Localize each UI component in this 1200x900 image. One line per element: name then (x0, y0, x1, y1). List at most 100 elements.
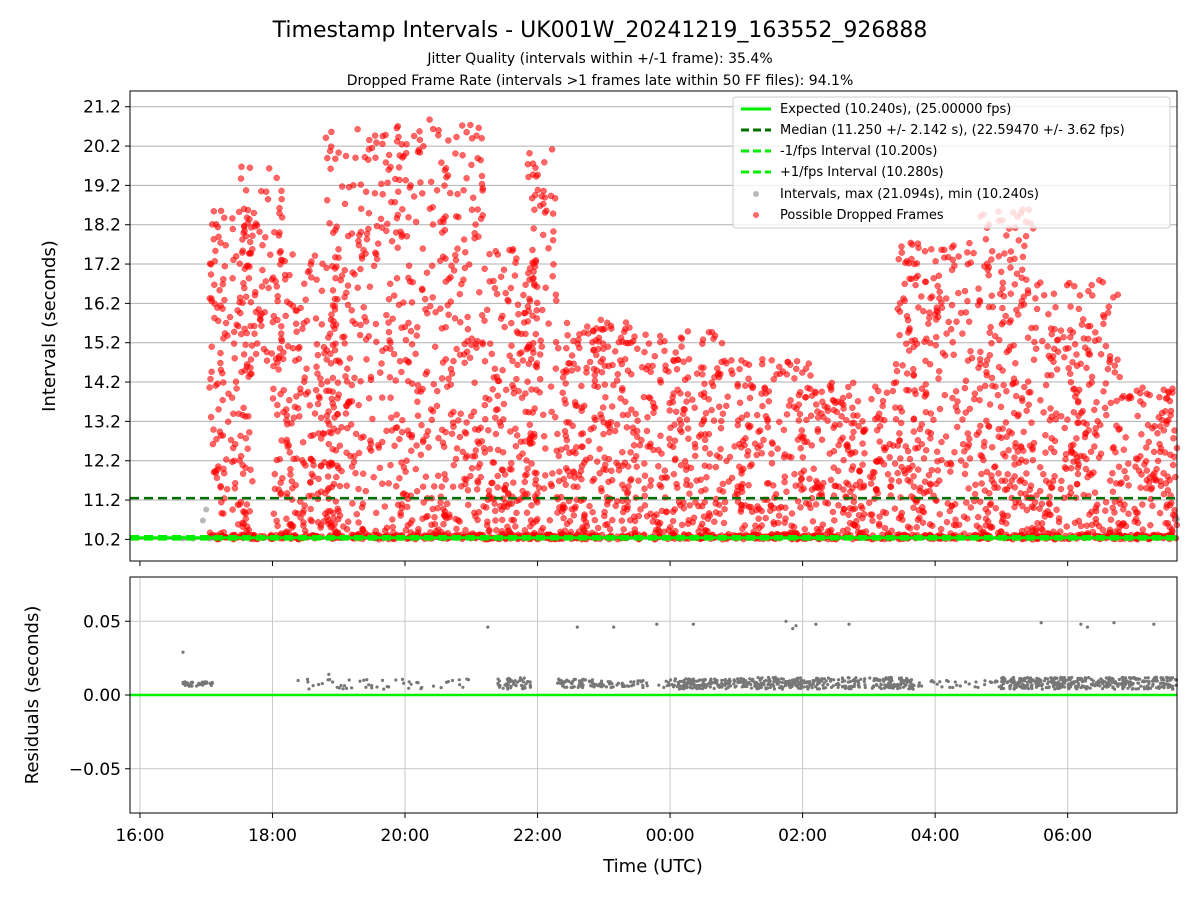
dropped-frame-point (635, 418, 641, 424)
dropped-frame-point (632, 518, 638, 524)
dropped-frame-point (1133, 516, 1139, 522)
dropped-frame-point (475, 478, 481, 484)
dropped-frame-point (253, 351, 259, 357)
dropped-frame-point (841, 457, 847, 463)
dropped-frame-point (420, 439, 426, 445)
dropped-frame-point (950, 257, 956, 263)
dropped-frame-point (769, 460, 775, 466)
residual-point (689, 682, 692, 685)
dropped-frame-point (1033, 346, 1039, 352)
dropped-frame-point (954, 424, 960, 430)
dropped-frame-point (1020, 448, 1026, 454)
dropped-frame-point (857, 479, 863, 485)
dropped-frame-point (1146, 480, 1152, 486)
dropped-frame-point (911, 373, 917, 379)
dropped-frame-point (828, 385, 834, 391)
dropped-frame-point (495, 406, 501, 412)
dropped-frame-point (581, 513, 587, 519)
dropped-frame-point (971, 250, 977, 256)
dropped-frame-point (418, 452, 424, 458)
residual-point (818, 687, 821, 690)
residual-point (382, 688, 385, 691)
dropped-frame-point (331, 481, 337, 487)
dropped-frame-point (949, 267, 955, 273)
dropped-frame-point (396, 164, 402, 170)
dropped-frame-point (405, 378, 411, 384)
dropped-frame-point (323, 388, 329, 394)
dropped-frame-point (623, 320, 629, 326)
dropped-frame-point (915, 305, 921, 311)
dropped-frame-point (503, 482, 509, 488)
residual-point (348, 678, 351, 681)
intervals-y-tick-label: 10.2 (83, 530, 121, 550)
dropped-frame-point (448, 274, 454, 280)
dropped-frame-point (967, 406, 973, 412)
dropped-frame-point (386, 167, 392, 173)
residual-point (627, 685, 630, 688)
legend-entry-plus-fps: +1/fps Interval (10.280s) (780, 165, 944, 180)
dropped-frame-point (454, 346, 460, 352)
dropped-frame-point (1033, 325, 1039, 331)
dropped-frame-point (988, 473, 994, 479)
dropped-frame-point (435, 473, 441, 479)
residual-point (1170, 677, 1173, 680)
residual-point (1151, 684, 1154, 687)
dropped-frame-point (1157, 423, 1163, 429)
dropped-frame-point (479, 438, 485, 444)
dropped-frame-point (692, 453, 698, 459)
dropped-frame-point (849, 435, 855, 441)
dropped-frame-point (503, 387, 509, 393)
dropped-frame-point (722, 506, 728, 512)
dropped-frame-point (984, 357, 990, 363)
dropped-frame-point (343, 411, 349, 417)
dropped-frame-point (326, 422, 332, 428)
dropped-frame-point (231, 458, 237, 464)
intervals-y-tick-label: 13.2 (83, 412, 121, 432)
dropped-frame-point (1031, 440, 1037, 446)
dropped-frame-point (862, 450, 868, 456)
dropped-frame-point (409, 299, 415, 305)
dropped-frame-point (1123, 475, 1129, 481)
residual-point (754, 683, 757, 686)
dropped-frame-point (650, 363, 656, 369)
dropped-frame-point (223, 457, 229, 463)
dropped-frame-point (314, 341, 320, 347)
dropped-frame-point (358, 182, 364, 188)
dropped-frame-point (534, 315, 540, 321)
residual-point (760, 676, 763, 679)
residual-point (1048, 685, 1051, 688)
dropped-frame-point (951, 352, 957, 358)
dropped-frame-point (438, 160, 444, 166)
dropped-frame-point (232, 441, 238, 447)
residual-point (578, 679, 581, 682)
residual-point (848, 676, 851, 679)
dropped-frame-point (392, 443, 398, 449)
dropped-frame-point (465, 326, 471, 332)
dropped-frame-point (679, 336, 685, 342)
dropped-frame-point (709, 407, 715, 413)
dropped-frame-point (211, 427, 217, 433)
dropped-frame-point (928, 411, 934, 417)
dropped-frame-point (1024, 526, 1030, 532)
dropped-frame-point (482, 402, 488, 408)
dropped-frame-point (984, 372, 990, 378)
dropped-frame-point (711, 418, 717, 424)
dropped-frame-point (356, 402, 362, 408)
dropped-frame-point (614, 422, 620, 428)
dropped-frame-point (1067, 371, 1073, 377)
dropped-frame-point (643, 366, 649, 372)
residual-point (863, 677, 866, 680)
dropped-frame-point (266, 165, 272, 171)
dropped-frame-point (1088, 449, 1094, 455)
residual-point (326, 678, 329, 681)
dropped-frame-point (424, 369, 430, 375)
intervals-y-tick-label: 18.2 (83, 216, 121, 236)
dropped-frame-point (975, 514, 981, 520)
dropped-frame-point (328, 129, 334, 135)
dropped-frame-point (427, 303, 433, 309)
dropped-frame-point (910, 463, 916, 469)
dropped-frame-point (238, 176, 244, 182)
dropped-frame-point (1103, 343, 1109, 349)
dropped-frame-point (292, 404, 298, 410)
dropped-frame-point (511, 390, 517, 396)
